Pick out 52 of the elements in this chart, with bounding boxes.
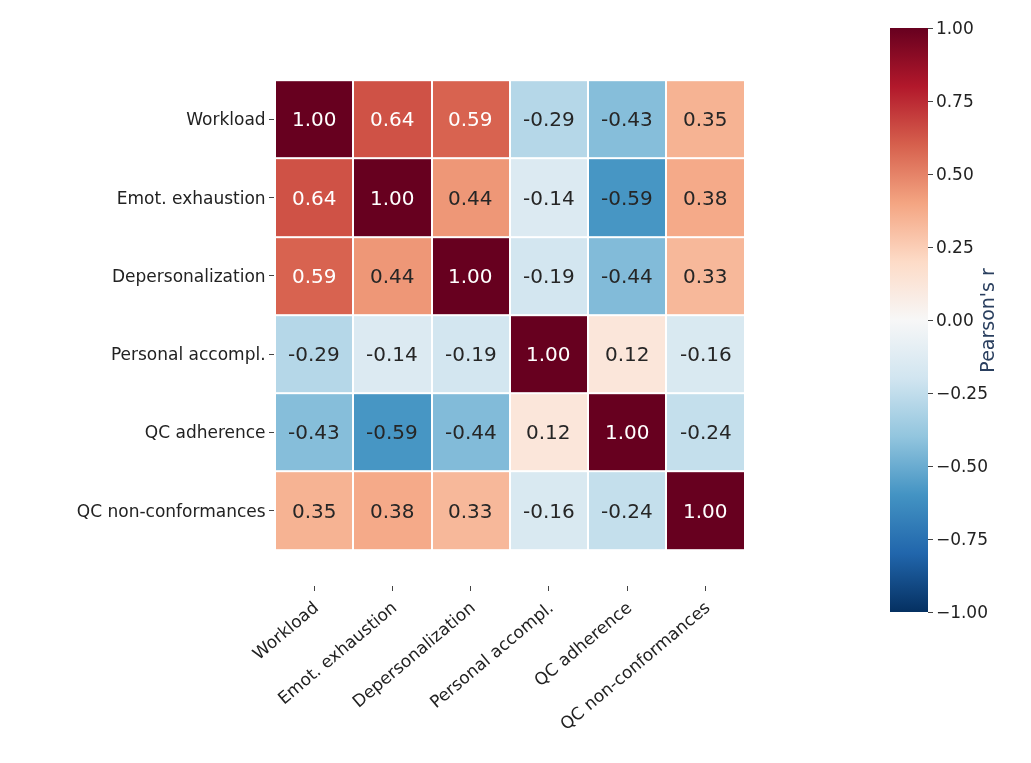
color-bar-label: 0.50: [935, 164, 974, 185]
data-label: 0.64: [292, 186, 337, 210]
data-label: 0.38: [370, 499, 415, 523]
y-tick-label: QC non-conformances: [76, 500, 266, 521]
data-label: -0.29: [288, 342, 340, 366]
data-label: 0.64: [370, 107, 415, 131]
data-label: 1.00: [605, 420, 650, 444]
data-label: 0.35: [683, 107, 728, 131]
data-label: -0.43: [601, 107, 653, 131]
y-tick-label: QC adherence: [144, 422, 266, 443]
y-tick-label: Emot. exhaustion: [116, 187, 266, 208]
data-label: 0.12: [605, 342, 650, 366]
data-label: -0.44: [445, 420, 497, 444]
data-label: 1.00: [370, 186, 415, 210]
color-bar-label: 0.25: [935, 237, 974, 258]
data-label: 1.00: [526, 342, 571, 366]
y-tick-label: Workload: [186, 109, 266, 130]
data-label: -0.16: [523, 499, 575, 523]
data-label: -0.24: [680, 420, 732, 444]
color-bar-label: −0.25: [935, 383, 989, 404]
data-label: -0.19: [445, 342, 497, 366]
y-tick-label: Depersonalization: [112, 265, 266, 286]
color-bar-title: Pearson's r: [975, 267, 998, 373]
data-label: -0.16: [680, 342, 732, 366]
color-bar-label: 1.00: [935, 18, 974, 39]
data-label: 1.00: [292, 107, 337, 131]
data-label: -0.29: [523, 107, 575, 131]
data-label: -0.59: [366, 420, 418, 444]
data-label: 0.59: [292, 264, 337, 288]
data-label: 0.44: [448, 186, 493, 210]
color-bar-label: 0.75: [935, 91, 974, 112]
data-label: -0.59: [601, 186, 653, 210]
data-label: -0.24: [601, 499, 653, 523]
color-bar-label: 0.00: [935, 310, 974, 331]
data-label: 0.59: [448, 107, 493, 131]
data-label: -0.14: [523, 186, 575, 210]
data-label: -0.14: [366, 342, 418, 366]
y-tick-label: Personal accompl.: [110, 344, 266, 365]
data-label: 0.33: [683, 264, 728, 288]
data-label: 0.33: [448, 499, 493, 523]
data-label: 1.00: [683, 499, 728, 523]
data-label: 1.00: [448, 264, 493, 288]
data-label: -0.43: [288, 420, 340, 444]
data-label: 0.38: [683, 186, 728, 210]
color-bar-label: −1.00: [935, 602, 989, 623]
data-label: -0.19: [523, 264, 575, 288]
data-label: 0.35: [292, 499, 337, 523]
data-label: 0.44: [370, 264, 415, 288]
data-label: 0.12: [526, 420, 571, 444]
color-bar-label: −0.50: [935, 456, 989, 477]
color-bar-label: −0.75: [935, 529, 989, 550]
data-label: -0.44: [601, 264, 653, 288]
